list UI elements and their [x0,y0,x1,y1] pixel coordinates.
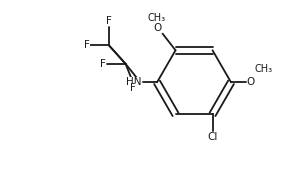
Text: Cl: Cl [207,132,218,142]
Text: F: F [84,40,90,50]
Text: HN: HN [126,77,141,87]
Text: O: O [153,23,162,33]
Text: F: F [100,59,106,69]
Text: F: F [130,83,136,93]
Text: O: O [247,77,255,87]
Text: CH₃: CH₃ [147,14,165,23]
Text: F: F [106,16,112,26]
Text: CH₃: CH₃ [254,64,272,74]
